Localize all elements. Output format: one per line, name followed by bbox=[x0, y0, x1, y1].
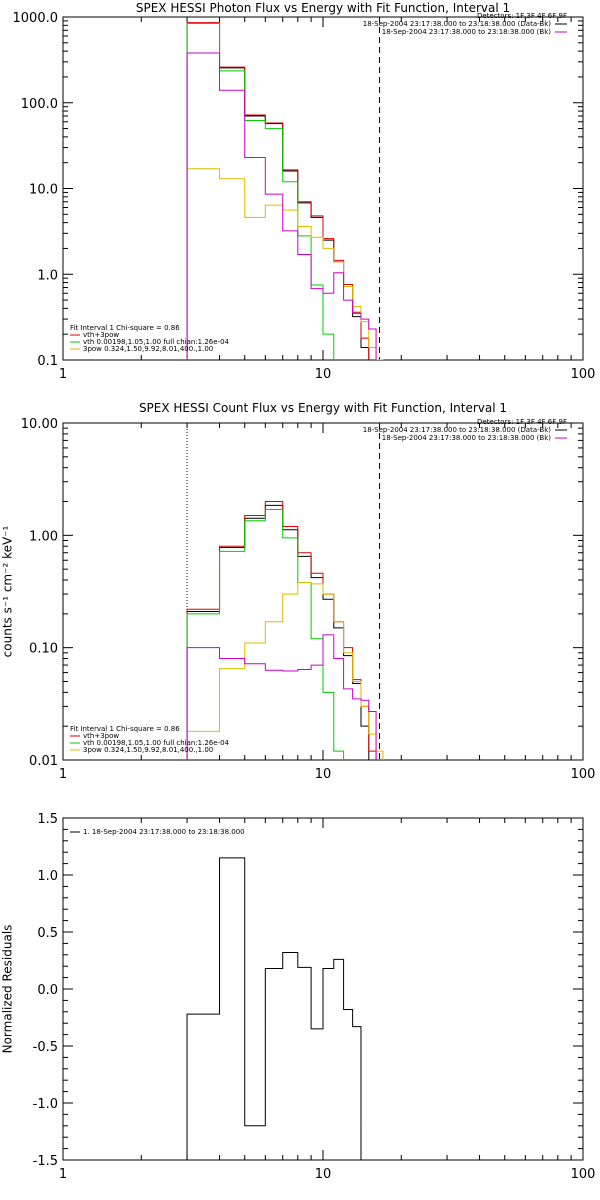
y-tick-label: 0.1 bbox=[37, 354, 58, 369]
x-tick-label: 100 bbox=[571, 367, 596, 382]
series-1-18-sep-2004-23-17-38-000-to-23-18-38-000 bbox=[186, 857, 362, 1160]
series-vth-3pow bbox=[186, 501, 377, 760]
y-tick-label: 1.0 bbox=[37, 268, 58, 283]
chart-title: SPEX HESSI Count Flux vs Energy with Fit… bbox=[139, 401, 507, 415]
x-tick-label: 1 bbox=[59, 1167, 67, 1182]
y-tick-label: 100.0 bbox=[21, 97, 58, 112]
chart-panel-1: SPEX HESSI Photon Flux vs Energy with Fi… bbox=[13, 1, 596, 382]
info-line: 18-Sep-2004 23:17:38.000 to 23:18:38.000… bbox=[382, 434, 552, 442]
y-tick-label: 0.5 bbox=[37, 926, 58, 941]
x-tick-label: 10 bbox=[315, 767, 332, 782]
y-tick-label: 1.00 bbox=[29, 529, 58, 544]
y-tick-label: 10.00 bbox=[21, 417, 58, 432]
legend-entry: vth 0.00198,1.05,1.00 full chian:1.26e-0… bbox=[83, 338, 230, 346]
y-axis-label: counts s⁻¹ cm⁻² keV⁻¹ bbox=[1, 525, 15, 657]
legend-entry: vth+3pow bbox=[83, 331, 119, 339]
y-tick-label: 0.10 bbox=[29, 642, 58, 657]
legend-entry: vth 0.00198,1.05,1.00 full chian:1.26e-0… bbox=[83, 739, 230, 747]
y-tick-label: 10.0 bbox=[29, 183, 58, 198]
series-data bbox=[186, 22, 370, 360]
info-line: Detectors: 1F 3F 4F 6F 9F bbox=[477, 12, 567, 20]
y-tick-label: 0.0 bbox=[37, 983, 58, 998]
x-tick-label: 10 bbox=[315, 1167, 332, 1182]
legend-entry: 3pow 0.324,1.50,9.92,8.01,400.,1.00 bbox=[83, 746, 213, 754]
info-line: 18-Sep-2004 23:17:38.000 to 23:18:38.000… bbox=[382, 28, 552, 36]
chart-title: SPEX HESSI Photon Flux vs Energy with Fi… bbox=[136, 1, 510, 15]
chart-panel-3: Normalized Residuals 1 10 100 -1.5 -1.0 -0.5 0.… bbox=[1, 812, 596, 1182]
series-3pow bbox=[186, 582, 384, 760]
series-3pow bbox=[186, 168, 384, 360]
legend-entry: 1. 18-Sep-2004 23:17:38.000 to 23:18:38.… bbox=[83, 828, 245, 836]
x-tick-label: 100 bbox=[571, 1167, 596, 1182]
info-line: 18-Sep-2004 23:17:38.000 to 23:18:38.000… bbox=[363, 20, 552, 28]
series-background bbox=[186, 634, 377, 760]
x-tick-label: 100 bbox=[571, 767, 596, 782]
series-vth-3pow bbox=[186, 22, 370, 360]
y-tick-label: -1.5 bbox=[33, 1154, 58, 1169]
legend-entry: Fit Interval 1 Chi-square = 0.86 bbox=[70, 725, 180, 733]
legend-entry: Fit Interval 1 Chi-square = 0.86 bbox=[70, 324, 180, 332]
y-tick-label: 1.5 bbox=[37, 812, 58, 827]
series-vth bbox=[186, 508, 345, 760]
y-tick-label: -1.0 bbox=[33, 1097, 58, 1112]
y-tick-label: 1.0 bbox=[37, 869, 58, 884]
y-tick-label: 1000.0 bbox=[13, 11, 59, 26]
chart-panel-2: SPEX HESSI Count Flux vs Energy with Fit… bbox=[1, 401, 596, 782]
legend-entry: vth+3pow bbox=[83, 732, 119, 740]
legend-entry: 3pow 0.324,1.50,9.92,8.01,400.,1.00 bbox=[83, 345, 213, 353]
info-line: 18-Sep-2004 23:17:38.000 to 23:18:38.000… bbox=[363, 426, 552, 434]
series-data bbox=[186, 504, 370, 760]
series-background bbox=[186, 52, 377, 360]
x-tick-label: 1 bbox=[59, 767, 67, 782]
x-tick-label: 1 bbox=[59, 367, 67, 382]
y-tick-label: 0.01 bbox=[29, 754, 58, 769]
y-axis-label: Normalized Residuals bbox=[1, 925, 15, 1054]
x-tick-label: 10 bbox=[315, 367, 332, 382]
y-tick-label: -0.5 bbox=[33, 1040, 58, 1055]
info-line: Detectors: 1F 3F 4F 6F 9F bbox=[477, 418, 567, 426]
